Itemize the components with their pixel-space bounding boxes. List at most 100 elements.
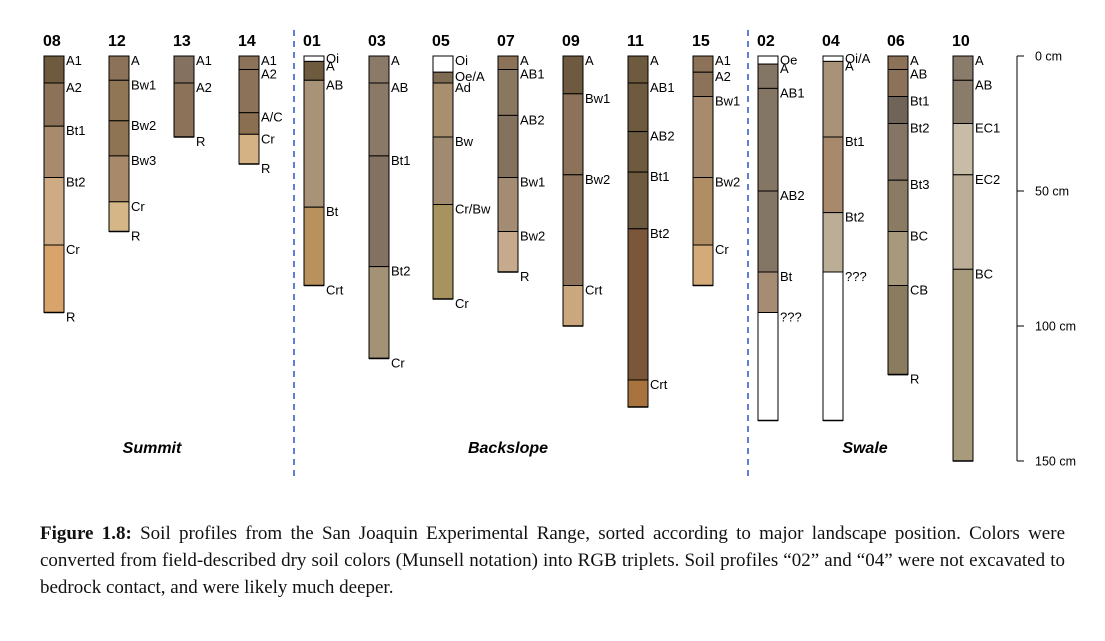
horizon-label: AB1 <box>520 67 545 82</box>
horizon-band <box>432 55 454 73</box>
soil-profile-figure: 08A1A2Bt1Bt2CrR12ABw1Bw2Bw3CrR13A1A2R14A… <box>43 30 1076 478</box>
horizon-band <box>497 231 519 273</box>
horizon-band <box>368 82 390 157</box>
horizon-band <box>497 177 519 232</box>
horizon-band <box>368 55 390 84</box>
horizon-band <box>562 174 584 286</box>
horizon-band <box>627 131 649 173</box>
profile-id: 06 <box>887 33 905 50</box>
soil-profile-08: 08 A1 A2 Bt1 Bt2 Cr R <box>43 33 86 325</box>
profile-id: 09 <box>562 33 580 50</box>
profile-id: 14 <box>238 33 256 50</box>
horizon-band <box>757 55 779 65</box>
profile-id: 02 <box>757 33 775 50</box>
horizon-band <box>108 55 130 81</box>
horizon-label: AB <box>910 67 927 82</box>
soil-profile-04: 04 Oi/AA Bt1 Bt2??? <box>822 33 871 422</box>
horizon-label: Bt1 <box>391 153 411 168</box>
horizon-band <box>432 204 454 300</box>
horizon-band <box>627 82 649 133</box>
horizon-label: Cr <box>391 355 405 370</box>
horizon-label: Bt1 <box>910 94 930 109</box>
horizon-label: A1 <box>261 53 277 68</box>
horizon-band <box>757 87 779 192</box>
horizon-band <box>822 271 844 421</box>
horizon-band <box>43 55 65 84</box>
horizon-label: Bw3 <box>131 153 156 168</box>
horizon-band <box>238 133 260 165</box>
horizon-band <box>692 177 714 246</box>
horizon-band <box>562 285 584 327</box>
horizon-label: ??? <box>780 310 802 325</box>
soil-profiles: 08A1A2Bt1Bt2CrR12ABw1Bw2Bw3CrR13A1A2R14A… <box>43 33 1000 462</box>
horizon-band <box>757 190 779 273</box>
horizon-label: Bt2 <box>910 121 930 136</box>
horizon-label: Oe/A <box>455 69 485 84</box>
horizon-band <box>43 177 65 246</box>
group-label-backslope: Backslope <box>468 440 548 457</box>
horizon-label: A <box>520 53 529 68</box>
horizon-band <box>692 96 714 178</box>
soil-profile-06: 06 AAB Bt1 Bt2 Bt3 BC CB R <box>887 33 930 387</box>
horizon-label: Bt1 <box>66 123 86 138</box>
horizon-label: AB2 <box>650 129 675 144</box>
horizon-band <box>692 71 714 97</box>
horizon-label: AB1 <box>780 85 805 100</box>
horizon-label: Oi/A <box>845 51 871 66</box>
horizon-label: R <box>910 372 919 387</box>
depth-tick-label: 0 cm <box>1035 50 1062 64</box>
horizon-band <box>368 266 390 359</box>
horizon-label: A2 <box>196 80 212 95</box>
horizon-band <box>822 136 844 214</box>
horizon-label: Bt2 <box>66 175 86 190</box>
horizon-label: Cr/Bw <box>455 202 491 217</box>
horizon-label: AB <box>391 80 408 95</box>
depth-axis: 0 cm 50 cm 100 cm 150 cm <box>1016 50 1076 469</box>
profile-id: 07 <box>497 33 515 50</box>
horizon-band <box>562 55 584 95</box>
horizon-label: Cr <box>131 199 145 214</box>
horizon-label: A1 <box>66 53 82 68</box>
horizon-label: Oe <box>780 53 797 68</box>
horizon-band <box>952 123 974 176</box>
horizon-band <box>822 55 844 62</box>
horizon-label: R <box>520 269 529 284</box>
horizon-label: Bw1 <box>520 175 545 190</box>
horizon-label: A <box>780 61 789 76</box>
horizon-band <box>887 231 909 286</box>
profile-id: 10 <box>952 33 970 50</box>
soil-profile-10: 10 A AB EC1 EC2 BC <box>952 33 1000 462</box>
horizon-label: A2 <box>261 67 277 82</box>
horizon-label: Crt <box>650 377 668 392</box>
horizon-label: AB2 <box>780 188 805 203</box>
horizon-band <box>627 228 649 381</box>
horizon-band <box>757 312 779 421</box>
horizon-label: A <box>131 53 140 68</box>
horizon-label: A/C <box>261 110 283 125</box>
depth-tick-label: 150 cm <box>1035 455 1076 469</box>
horizon-label: Cr <box>715 242 729 257</box>
group-labels: Summit Backslope Swale <box>123 440 888 457</box>
horizon-label: A <box>326 58 335 73</box>
horizon-label: Crt <box>326 283 344 298</box>
horizon-band <box>887 55 909 70</box>
horizon-band <box>43 244 65 313</box>
horizon-label: A1 <box>715 53 731 68</box>
horizon-label: Cr <box>66 242 80 257</box>
horizon-label: R <box>66 310 75 325</box>
horizon-band <box>887 179 909 232</box>
horizon-label: BC <box>910 229 928 244</box>
horizon-label: Bt3 <box>910 177 930 192</box>
horizon-label: Oi <box>455 53 468 68</box>
horizon-band <box>108 201 130 233</box>
profile-id: 11 <box>627 33 644 50</box>
horizon-band <box>822 212 844 273</box>
horizon-band <box>303 206 325 286</box>
group-label-swale: Swale <box>842 440 887 457</box>
horizon-band <box>887 123 909 181</box>
horizon-band <box>238 112 260 135</box>
horizon-band <box>432 82 454 138</box>
figure-caption: Figure 1.8: Soil profiles from the San J… <box>40 520 1065 601</box>
profile-id: 15 <box>692 33 710 50</box>
horizon-label: A1 <box>196 53 212 68</box>
